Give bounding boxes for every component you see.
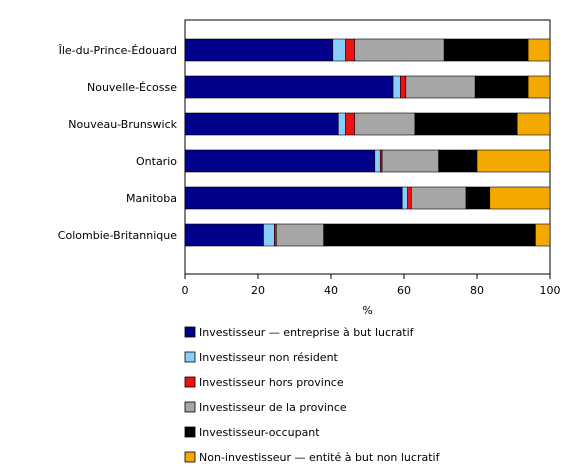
bar-segment: [401, 186, 408, 210]
bar-segment: [275, 223, 325, 247]
bar-segment: [414, 112, 518, 136]
bar-segment: [410, 186, 467, 210]
bar-segment: [535, 223, 551, 247]
bar-segment: [489, 186, 551, 210]
bar-segment: [474, 75, 529, 99]
bar-segment: [332, 38, 346, 62]
bar-segment: [392, 75, 401, 99]
legend-label: Investisseur — entreprise à but lucratif: [199, 326, 415, 339]
x-ticks: 0 20 40 60 80 100: [182, 274, 561, 297]
bar-segment: [405, 75, 476, 99]
legend-swatch: [184, 326, 196, 338]
legend-swatch: [184, 376, 196, 388]
category-label: Nouvelle-Écosse: [87, 81, 177, 94]
bar-segment: [323, 223, 536, 247]
x-tick-label: 60: [397, 284, 411, 297]
legend-swatch: [184, 351, 196, 363]
bar-segment: [400, 75, 407, 99]
x-tick-label: 20: [251, 284, 265, 297]
bar-segment: [184, 186, 403, 210]
bar-segment: [527, 38, 551, 62]
bar-segment: [345, 112, 356, 136]
bar-segment: [184, 149, 376, 173]
x-tick-label: 40: [324, 284, 338, 297]
bar-segment: [354, 112, 416, 136]
bars-layer: [184, 38, 551, 247]
category-label: Île-du-Prince-Édouard: [58, 44, 177, 57]
x-axis-label: %: [362, 304, 372, 317]
category-label: Nouveau-Brunswick: [68, 118, 177, 131]
category-label: Manitoba: [126, 192, 177, 205]
bar-segment: [184, 112, 339, 136]
x-tick-label: 0: [182, 284, 189, 297]
plot-area: Île-du-Prince-Édouard Nouvelle-Écosse Nouv…: [58, 19, 551, 275]
legend-label: Investisseur hors province: [199, 376, 344, 389]
bar-segment: [345, 38, 356, 62]
bar-segment: [443, 38, 529, 62]
legend-swatch: [184, 451, 196, 463]
x-tick-label: 80: [470, 284, 484, 297]
legend-label: Non-investisseur — entité à but non lucr…: [199, 451, 441, 464]
bar-segment: [337, 112, 346, 136]
category-label: Colombie-Britannique: [58, 229, 177, 242]
bar-segment: [381, 149, 439, 173]
legend-label: Investisseur non résident: [199, 351, 339, 364]
x-axis: 0 20 40 60 80 100 %: [182, 273, 561, 317]
bar-segment: [184, 75, 394, 99]
bar-segment: [465, 186, 491, 210]
bar-segment: [527, 75, 551, 99]
bar-segment: [184, 38, 334, 62]
bar-segment: [516, 112, 551, 136]
x-tick-label: 100: [540, 284, 561, 297]
legend-label: Investisseur-occupant: [199, 426, 320, 439]
legend-swatch: [184, 401, 196, 413]
legend-swatch: [184, 426, 196, 438]
bar-segment: [184, 223, 264, 247]
legend-label: Investisseur de la province: [199, 401, 347, 414]
bar-segment: [476, 149, 551, 173]
bar-segment: [407, 186, 412, 210]
bar-segment: [374, 149, 381, 173]
bar-segment: [438, 149, 478, 173]
legend: Investisseur — entreprise à but lucratif…: [184, 326, 441, 464]
category-labels: Île-du-Prince-Édouard Nouvelle-Écosse Nouv…: [58, 44, 178, 242]
category-label: Ontario: [136, 155, 177, 168]
bar-segment: [354, 38, 445, 62]
bar-segment: [263, 223, 275, 247]
